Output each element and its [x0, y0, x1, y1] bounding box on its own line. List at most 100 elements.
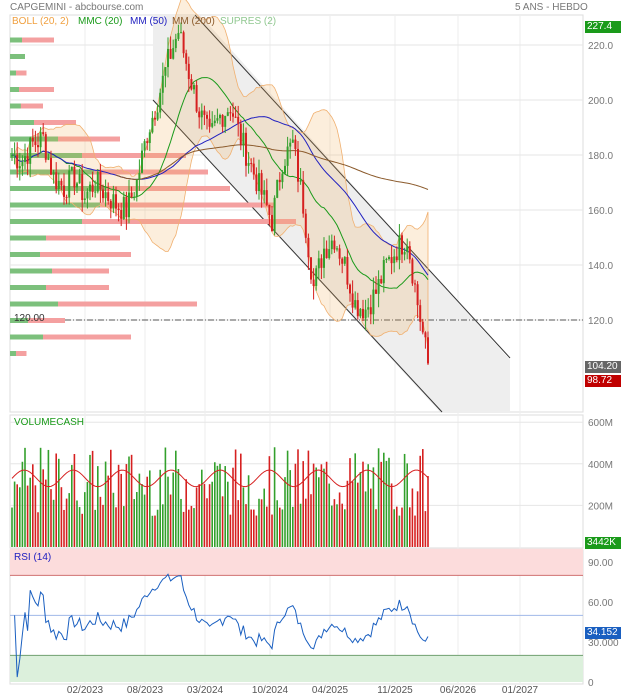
candle: [164, 67, 167, 76]
candle: [247, 162, 250, 166]
candle: [39, 132, 42, 148]
candle: [330, 240, 333, 250]
price-tick-label: 220.0: [588, 41, 613, 52]
candle: [221, 115, 224, 127]
candle: [393, 256, 396, 264]
profile-bar-down: [10, 301, 197, 307]
candle: [302, 180, 305, 214]
candle: [83, 198, 86, 200]
candle: [161, 75, 164, 93]
profile-bar-up: [10, 235, 46, 241]
candle: [138, 172, 141, 180]
candle: [148, 132, 151, 144]
candle: [336, 248, 338, 250]
candle: [299, 180, 302, 182]
candle: [372, 289, 375, 315]
candle: [252, 163, 255, 175]
candle: [304, 213, 307, 238]
candle: [120, 209, 123, 219]
candle: [52, 172, 55, 175]
candle: [414, 283, 416, 285]
candle: [245, 132, 247, 166]
candle: [102, 189, 104, 199]
candle: [320, 258, 323, 268]
candle: [133, 196, 136, 198]
mma20-line: [11, 77, 429, 289]
legend-item: BOLL (20, 2): [12, 16, 69, 27]
candle: [104, 192, 107, 199]
candle: [47, 157, 50, 160]
candle: [390, 257, 393, 264]
candle: [315, 268, 318, 286]
candle: [276, 179, 279, 198]
candle: [151, 117, 154, 133]
profile-bar-down: [10, 153, 186, 158]
candle: [216, 118, 219, 121]
candle: [364, 309, 367, 319]
candle: [68, 170, 71, 198]
x-tick-label: 10/2024: [252, 685, 289, 696]
candle: [81, 174, 84, 200]
candle: [367, 307, 370, 310]
profile-bar-down: [10, 37, 54, 43]
profile-bar-up: [10, 87, 19, 92]
candle: [122, 196, 125, 219]
profile-bar-up: [10, 103, 21, 109]
candle: [328, 249, 331, 259]
candle: [60, 180, 63, 186]
low-tag: 98.72: [585, 375, 621, 387]
price-tick-label: 140.0: [588, 261, 613, 272]
candle: [65, 196, 68, 198]
profile-bar-up: [10, 318, 28, 323]
profile-bar-down: [10, 334, 131, 340]
candle: [286, 146, 289, 166]
price-tick-label: 120.0: [588, 316, 613, 327]
candle: [265, 190, 268, 205]
x-tick-label: 04/2025: [312, 685, 349, 696]
level-label: 120.00: [14, 313, 45, 324]
high-tag: 227.4: [585, 21, 621, 33]
profile-bar-up: [10, 202, 100, 208]
candle: [424, 332, 427, 338]
candle: [380, 279, 383, 284]
candle: [11, 155, 13, 157]
chart-title: CAPGEMINI - abcbourse.com: [10, 2, 144, 13]
candle: [141, 150, 143, 173]
candle: [333, 240, 336, 250]
candle: [237, 116, 240, 124]
rsi-line: [14, 573, 429, 678]
candle: [323, 248, 325, 268]
candle: [297, 148, 299, 182]
x-tick-label: 08/2023: [127, 685, 164, 696]
period-label: 5 ANS - HEBDO: [515, 2, 588, 13]
candle: [34, 141, 37, 146]
candle: [395, 256, 398, 261]
candle: [42, 132, 45, 135]
candle: [44, 134, 47, 160]
profile-bar-down: [10, 120, 76, 125]
candle: [99, 171, 102, 190]
candle: [382, 260, 385, 284]
candle: [338, 248, 341, 259]
candle: [273, 197, 276, 232]
candle: [109, 200, 112, 209]
candle: [388, 257, 390, 260]
candle: [37, 145, 39, 148]
candle: [21, 162, 24, 167]
profile-bar-up: [10, 285, 46, 290]
candle: [24, 156, 26, 163]
volume-panel-label: VOLUMECASH: [14, 417, 85, 428]
profile-bar-up: [10, 120, 34, 125]
rsi-tick-label: 30.000: [588, 638, 619, 649]
x-tick-label: 03/2024: [187, 685, 224, 696]
candle: [154, 117, 156, 120]
profile-bar-up: [10, 351, 16, 356]
candle: [312, 279, 315, 286]
candle: [310, 257, 312, 280]
candle: [250, 162, 253, 164]
candle: [193, 85, 195, 90]
candle: [107, 192, 110, 201]
profile-bar-down: [10, 268, 109, 274]
candle: [226, 112, 229, 116]
rsi-tag: 34.152: [585, 627, 621, 639]
